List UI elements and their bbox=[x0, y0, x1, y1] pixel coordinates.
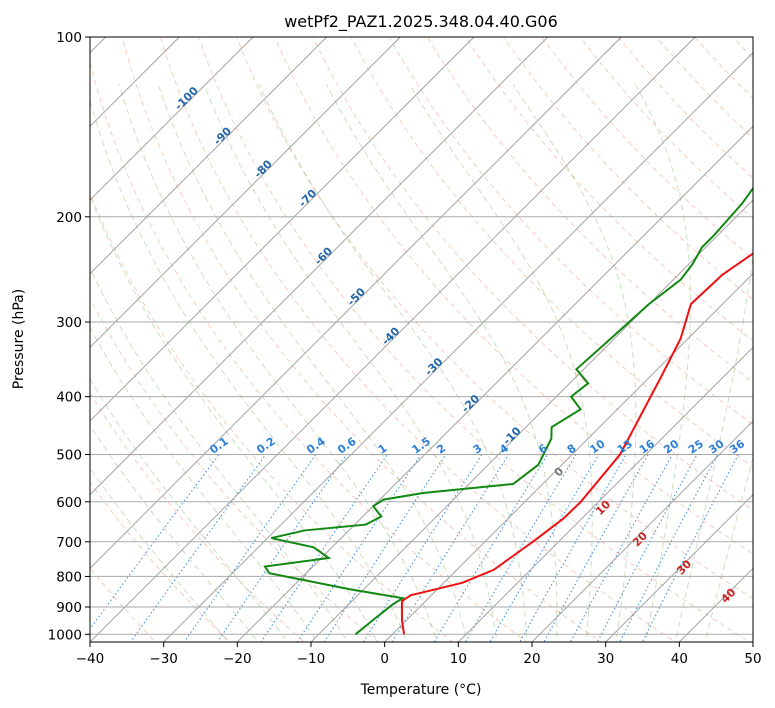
moist-adiabat bbox=[203, 84, 498, 642]
dewpoint-line bbox=[263, 186, 753, 636]
x-tick-label: 10 bbox=[450, 651, 467, 667]
isotherm-line bbox=[310, 199, 753, 642]
y-axis-label: Pressure (hPa) bbox=[11, 289, 27, 389]
moist-adiabat bbox=[90, 424, 259, 642]
x-axis-label: Temperature (°C) bbox=[360, 682, 482, 698]
x-tick-label: 40 bbox=[671, 651, 688, 667]
y-tick-label: 100 bbox=[56, 30, 82, 46]
dry-adiabat bbox=[90, 297, 380, 642]
x-tick-label: 0 bbox=[380, 651, 389, 667]
isotherm-line bbox=[90, 37, 622, 569]
dry-adiabat bbox=[350, 37, 753, 468]
y-tick-label: 600 bbox=[56, 495, 82, 511]
plot-frame bbox=[89, 36, 754, 643]
dry-adiabat bbox=[159, 37, 677, 642]
moist-adiabat bbox=[90, 378, 289, 642]
y-tick-label: 800 bbox=[56, 569, 82, 585]
dry-adiabat bbox=[388, 37, 753, 425]
isotherm-line bbox=[90, 37, 696, 642]
isotherm-line bbox=[384, 273, 753, 642]
isotherm-line bbox=[458, 346, 753, 642]
temperature-line bbox=[400, 252, 753, 635]
moist-adiabat bbox=[674, 84, 753, 642]
isotherm-line bbox=[90, 37, 475, 422]
moist-adiabat bbox=[325, 84, 558, 642]
isotherm-line bbox=[163, 52, 753, 642]
x-tick-label: −40 bbox=[76, 651, 105, 667]
isotherm-line bbox=[90, 37, 401, 348]
chart-title: wetPf2_PAZ1.2025.348.04.40.G06 bbox=[284, 12, 558, 32]
x-tick-label: −10 bbox=[297, 651, 326, 667]
moist-adiabat bbox=[90, 266, 348, 642]
dry-adiabat bbox=[90, 60, 528, 642]
moist-adiabat bbox=[704, 456, 753, 642]
isotherm-line bbox=[90, 37, 327, 275]
y-axis: 1000 900 800 700 600 500 400 300 200 100 bbox=[48, 30, 90, 643]
dry-adiabat bbox=[465, 37, 753, 342]
isotherm-line bbox=[237, 125, 753, 642]
x-tick-label: 20 bbox=[523, 651, 540, 667]
y-tick-label: 300 bbox=[56, 315, 82, 331]
moist-adiabat bbox=[118, 84, 438, 642]
gridlines bbox=[90, 37, 753, 642]
dry-adiabat bbox=[236, 37, 753, 600]
isotherm-line bbox=[752, 641, 753, 642]
x-tick-label: −20 bbox=[223, 651, 252, 667]
y-tick-label: 200 bbox=[56, 210, 82, 226]
dry-adiabat bbox=[90, 481, 231, 642]
y-tick-label: 500 bbox=[56, 448, 82, 464]
moist-adiabat bbox=[512, 84, 637, 642]
moist-adiabat bbox=[90, 326, 318, 642]
data-series bbox=[263, 186, 753, 636]
y-tick-label: 700 bbox=[56, 535, 82, 551]
isotherm-line bbox=[90, 37, 548, 496]
isotherm-line bbox=[605, 494, 753, 642]
dry-adiabat bbox=[90, 392, 305, 642]
x-axis: −40 −30 −20 −10 0 10 20 30 40 50 bbox=[76, 642, 762, 667]
x-tick-label: 30 bbox=[597, 651, 614, 667]
y-tick-label: 900 bbox=[56, 600, 82, 616]
moist-adiabat bbox=[634, 84, 691, 642]
isotherm-line bbox=[531, 420, 753, 642]
dry-adiabat bbox=[121, 37, 602, 642]
isotherm-line bbox=[90, 37, 254, 201]
dry-adiabat bbox=[198, 37, 751, 642]
plot-background bbox=[90, 37, 753, 642]
y-tick-label: 1000 bbox=[48, 627, 82, 643]
moist-adiabat bbox=[258, 84, 528, 642]
x-tick-label: −30 bbox=[149, 651, 178, 667]
moist-adiabat bbox=[90, 467, 229, 642]
y-tick-label: 400 bbox=[56, 390, 82, 406]
x-tick-label: 50 bbox=[744, 651, 761, 667]
